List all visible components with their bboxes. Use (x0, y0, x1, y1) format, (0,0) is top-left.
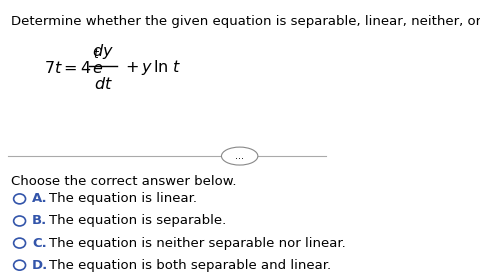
Text: $+\,y\,\ln\,t$: $+\,y\,\ln\,t$ (125, 58, 182, 77)
Text: ...: ... (235, 151, 244, 161)
Text: $7t = 4\,e$: $7t = 4\,e$ (44, 60, 104, 76)
Text: The equation is separable.: The equation is separable. (49, 215, 226, 227)
Text: The equation is both separable and linear.: The equation is both separable and linea… (49, 259, 331, 272)
Text: Determine whether the given equation is separable, linear, neither, or both.: Determine whether the given equation is … (12, 15, 480, 28)
Text: $dt$: $dt$ (94, 76, 112, 92)
Ellipse shape (221, 147, 257, 165)
Text: $t$: $t$ (93, 48, 100, 61)
Text: $dy$: $dy$ (92, 42, 114, 61)
Text: Choose the correct answer below.: Choose the correct answer below. (12, 175, 236, 188)
Text: The equation is linear.: The equation is linear. (49, 193, 197, 205)
Text: The equation is neither separable nor linear.: The equation is neither separable nor li… (49, 237, 346, 250)
Text: D.: D. (32, 259, 48, 272)
Text: C.: C. (32, 237, 47, 250)
Text: A.: A. (32, 193, 48, 205)
Text: B.: B. (32, 215, 48, 227)
